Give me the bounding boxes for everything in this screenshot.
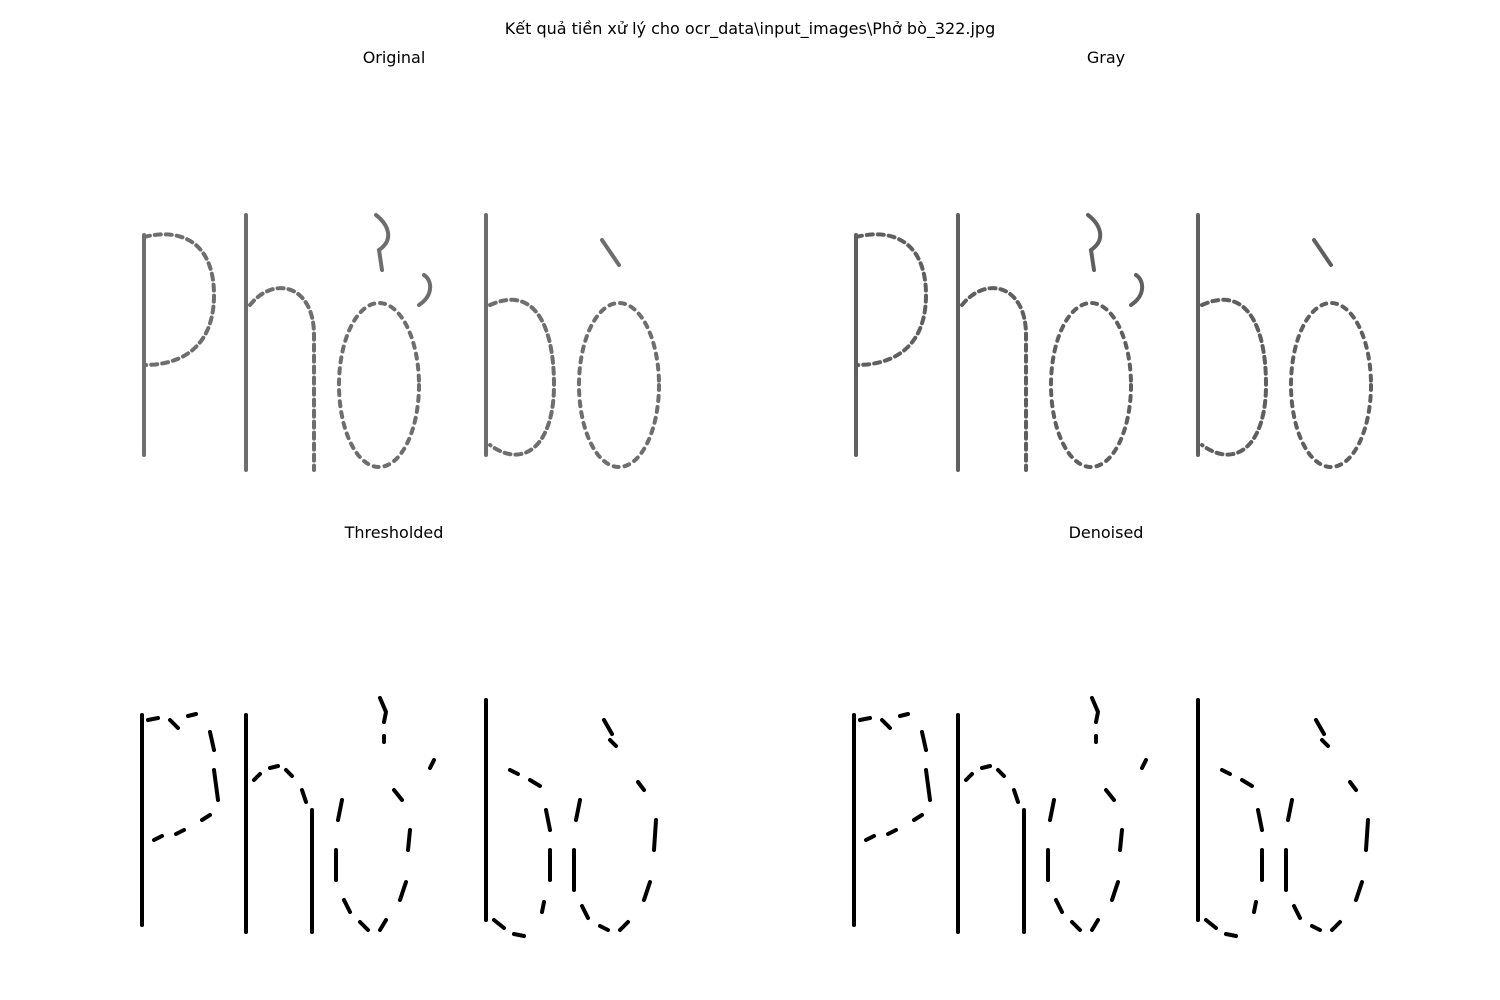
panel-denoised-image xyxy=(826,650,1386,990)
gray-image-svg xyxy=(854,213,1373,472)
original-image-svg xyxy=(142,213,661,472)
original-glyphs xyxy=(142,213,661,472)
panel-thresholded-image xyxy=(114,650,674,990)
panel-title-denoised: Denoised xyxy=(1068,523,1144,542)
panel-title-original: Original xyxy=(362,48,426,67)
panel-title-gray: Gray xyxy=(1086,48,1126,67)
gray-glyphs xyxy=(854,213,1373,472)
denoised-image-svg xyxy=(852,696,1370,938)
panel-title-thresholded: Thresholded xyxy=(344,523,444,542)
thresholded-glyphs xyxy=(140,696,658,938)
panel-gray-image xyxy=(826,175,1386,515)
thresholded-image-svg xyxy=(140,696,658,938)
panel-original-image xyxy=(114,175,674,515)
figure-title: Kết quả tiền xử lý cho ocr_data\input_im… xyxy=(504,19,996,38)
denoised-glyphs xyxy=(852,696,1370,938)
